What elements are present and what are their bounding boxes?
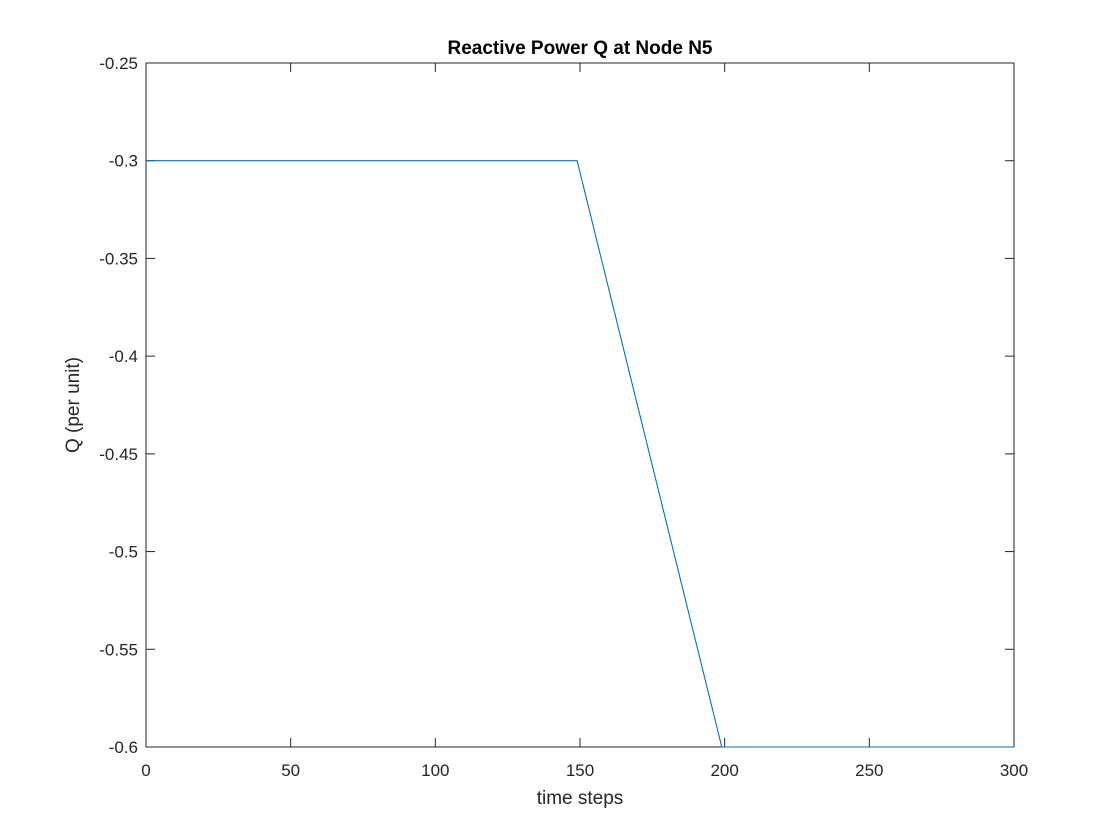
x-tick-label: 100	[421, 761, 449, 780]
x-tick-label: 50	[281, 761, 300, 780]
data-lines	[146, 160, 1014, 748]
y-tick-label: -0.3	[109, 152, 138, 171]
y-tick-label: -0.45	[99, 445, 138, 464]
x-tick-label: 200	[710, 761, 738, 780]
plot-area	[145, 62, 1015, 748]
y-tick-label: -0.4	[109, 347, 138, 366]
y-tick-label: -0.5	[109, 543, 138, 562]
y-axis-label: Q (per unit)	[63, 357, 84, 453]
chart-title: Reactive Power Q at Node N5	[447, 38, 712, 59]
x-axis-label: time steps	[537, 788, 624, 809]
x-tick-label: 250	[855, 761, 883, 780]
y-tick-label: -0.35	[99, 249, 138, 268]
y-tick-label: -0.6	[109, 738, 138, 757]
x-tick-label: 300	[1000, 761, 1028, 780]
x-tick-label: 0	[141, 761, 150, 780]
series-line	[146, 160, 1014, 748]
axis-ticks	[145, 62, 1015, 748]
axis-tick-labels: 0 50 100 150 200 250 300 -0.6 -0.55 -0.5 -0.45 -0.4…	[99, 54, 1028, 780]
y-tick-label: -0.25	[99, 54, 138, 73]
x-tick-label: 150	[566, 761, 594, 780]
y-tick-label: -0.55	[99, 640, 138, 659]
